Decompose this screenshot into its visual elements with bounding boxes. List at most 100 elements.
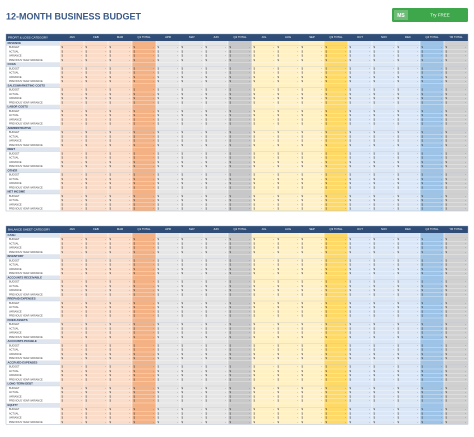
cell-value: - bbox=[201, 46, 202, 49]
cell-currency: $ bbox=[446, 92, 448, 96]
cell-currency: $ bbox=[158, 356, 160, 360]
cell-currency: $ bbox=[446, 301, 448, 305]
cell-value: - bbox=[153, 268, 154, 271]
group-label-bg bbox=[6, 275, 60, 280]
cell-currency: $ bbox=[374, 96, 376, 100]
cell-value: - bbox=[177, 315, 178, 318]
cell-currency: $ bbox=[110, 79, 112, 83]
cell-value: - bbox=[129, 395, 130, 398]
cell-value: - bbox=[321, 152, 322, 155]
cell-value: - bbox=[465, 165, 466, 168]
cell-currency: $ bbox=[182, 139, 184, 143]
row-label: ACTUAL bbox=[9, 264, 19, 267]
cell-value: - bbox=[369, 195, 370, 198]
cell-currency: $ bbox=[398, 241, 400, 245]
cell-value: - bbox=[441, 323, 442, 326]
cell-value: - bbox=[297, 302, 298, 305]
cell-currency: $ bbox=[278, 130, 280, 134]
cell-value: - bbox=[81, 302, 82, 305]
cell-currency: $ bbox=[422, 202, 424, 206]
cell-currency: $ bbox=[326, 322, 328, 326]
button-bg[interactable] bbox=[392, 8, 468, 22]
cell-currency: $ bbox=[62, 377, 64, 381]
cell-currency: $ bbox=[158, 96, 160, 100]
cell-currency: $ bbox=[62, 117, 64, 121]
cell-value: - bbox=[225, 251, 226, 254]
cell-currency: $ bbox=[302, 271, 304, 275]
cell-value: - bbox=[441, 306, 442, 309]
cell-currency: $ bbox=[302, 79, 304, 83]
cell-value: - bbox=[153, 203, 154, 206]
column-header: AUG bbox=[285, 35, 291, 39]
cell-currency: $ bbox=[302, 373, 304, 377]
cell-currency: $ bbox=[158, 100, 160, 104]
cell-currency: $ bbox=[230, 356, 232, 360]
cell-currency: $ bbox=[254, 288, 256, 292]
cell-currency: $ bbox=[182, 271, 184, 275]
cell-currency: $ bbox=[374, 160, 376, 164]
cell-value: - bbox=[201, 357, 202, 360]
cell-value: - bbox=[417, 195, 418, 198]
cell-value: - bbox=[177, 302, 178, 305]
cta-button[interactable]: MS Try FREE bbox=[392, 8, 468, 22]
cell-value: - bbox=[129, 67, 130, 70]
cell-value: - bbox=[273, 323, 274, 326]
cell-currency: $ bbox=[230, 309, 232, 313]
cell-currency: $ bbox=[230, 96, 232, 100]
cell-currency: $ bbox=[230, 202, 232, 206]
column-header: YR TOTAL bbox=[449, 35, 463, 39]
cell-currency: $ bbox=[206, 246, 208, 250]
cell-value: - bbox=[417, 161, 418, 164]
cell-value: - bbox=[441, 395, 442, 398]
cell-value: - bbox=[441, 165, 442, 168]
cell-value: - bbox=[81, 344, 82, 347]
cell-value: - bbox=[129, 293, 130, 296]
cell-currency: $ bbox=[230, 130, 232, 134]
cell-currency: $ bbox=[326, 331, 328, 335]
cell-value: - bbox=[465, 408, 466, 411]
cell-value: - bbox=[441, 182, 442, 185]
cell-currency: $ bbox=[398, 45, 400, 49]
cell-currency: $ bbox=[278, 49, 280, 53]
cell-currency: $ bbox=[254, 356, 256, 360]
cell-currency: $ bbox=[182, 113, 184, 117]
cell-value: - bbox=[129, 251, 130, 254]
cell-value: - bbox=[153, 208, 154, 211]
cell-value: - bbox=[225, 289, 226, 292]
cell-currency: $ bbox=[350, 267, 352, 271]
cell-currency: $ bbox=[182, 377, 184, 381]
group-name: CASH bbox=[8, 233, 16, 237]
cell-value: - bbox=[321, 378, 322, 381]
cell-currency: $ bbox=[206, 100, 208, 104]
cell-currency: $ bbox=[446, 117, 448, 121]
cell-value: - bbox=[465, 378, 466, 381]
cell-currency: $ bbox=[62, 185, 64, 189]
cell-value: - bbox=[465, 208, 466, 211]
cell-value: - bbox=[465, 332, 466, 335]
column-header: Q2 TOTAL bbox=[233, 227, 247, 231]
cell-currency: $ bbox=[182, 390, 184, 394]
cell-value: - bbox=[465, 195, 466, 198]
cell-value: - bbox=[393, 259, 394, 262]
cell-value: - bbox=[441, 302, 442, 305]
cell-value: - bbox=[249, 306, 250, 309]
cell-value: - bbox=[249, 387, 250, 390]
cell-value: - bbox=[345, 76, 346, 79]
cell-currency: $ bbox=[86, 113, 88, 117]
cell-currency: $ bbox=[446, 194, 448, 198]
cell-value: - bbox=[393, 357, 394, 360]
cell-value: - bbox=[177, 417, 178, 420]
cell-currency: $ bbox=[182, 399, 184, 403]
cell-value: - bbox=[153, 349, 154, 352]
cell-currency: $ bbox=[134, 177, 136, 181]
group-name: COGS bbox=[8, 62, 16, 66]
cell-value: - bbox=[177, 135, 178, 138]
cell-value: - bbox=[153, 391, 154, 394]
cell-value: - bbox=[345, 268, 346, 271]
cell-value: - bbox=[369, 165, 370, 168]
cell-currency: $ bbox=[254, 156, 256, 160]
cell-currency: $ bbox=[110, 309, 112, 313]
cell-currency: $ bbox=[86, 288, 88, 292]
cell-value: - bbox=[153, 374, 154, 377]
cell-value: - bbox=[345, 387, 346, 390]
